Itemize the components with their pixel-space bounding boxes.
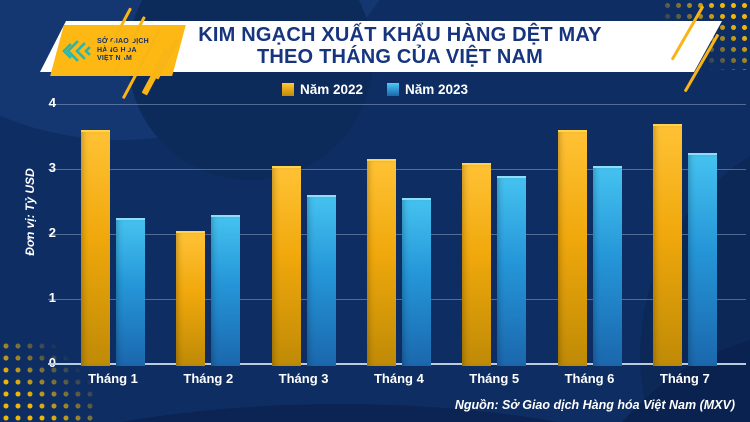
bar-năm-2023-thang-4 <box>401 198 431 366</box>
bar-năm-2023-thang-6 <box>592 165 622 366</box>
legend-swatch-2022 <box>281 83 294 96</box>
gridline <box>48 234 746 235</box>
bar-năm-2022-thang-3 <box>271 165 301 366</box>
legend-label-2022: Năm 2022 <box>299 82 363 97</box>
x-axis-label-thang-4: Tháng 4 <box>373 371 424 386</box>
bar-năm-2023-thang-1 <box>116 217 145 366</box>
legend-label-2023: Năm 2023 <box>405 82 469 97</box>
x-axis-label-thang-7: Tháng 7 <box>659 371 710 386</box>
logo-line-3: VIỆT NAM <box>97 55 133 63</box>
y-axis-tick-label: 4 <box>48 95 56 110</box>
legend: Năm 2022 Năm 2023 <box>0 82 750 97</box>
logo-line-2: HÀNG HÓA <box>97 46 137 54</box>
bar-năm-2022-thang-4 <box>366 159 396 366</box>
y-axis-title: Đơn vị: Tỷ USD <box>23 168 37 256</box>
mxv-logo-text: SỞ GIAO DỊCH HÀNG HÓA VIỆT NAM <box>97 38 149 64</box>
bar-năm-2023-thang-7 <box>687 152 717 366</box>
legend-item-2022: Năm 2022 <box>281 82 363 97</box>
gridline <box>48 299 746 300</box>
y-axis-tick-label: 1 <box>48 290 56 305</box>
bar-năm-2022-thang-1 <box>81 130 110 366</box>
bar-năm-2022-thang-7 <box>652 123 682 366</box>
mxv-logo: SỞ GIAO DỊCH HÀNG HÓA VIỆT NAM <box>60 29 176 73</box>
page-title: KIM NGẠCH XUẤT KHẨU HÀNG DỆT MAY THEO TH… <box>85 24 715 68</box>
bar-năm-2022-thang-6 <box>557 130 587 366</box>
page-title-line-2: THEO THÁNG CỦA VIỆT NAM <box>256 46 544 68</box>
bar-năm-2022-thang-2 <box>176 230 206 366</box>
bar-năm-2023-thang-2 <box>211 214 241 366</box>
page-title-line-1: KIM NGẠCH XUẤT KHẨU HÀNG DỆT MAY <box>198 24 602 46</box>
x-axis-line <box>48 363 746 365</box>
bar-năm-2022-thang-5 <box>462 162 492 366</box>
bar-năm-2023-thang-5 <box>497 175 527 366</box>
y-axis-tick-label: 3 <box>48 160 56 175</box>
x-axis-label-thang-5: Tháng 5 <box>469 371 520 386</box>
x-axis-label-thang-2: Tháng 2 <box>183 371 234 386</box>
legend-swatch-2023 <box>387 83 399 96</box>
source-credit: Nguồn: Sở Giao dịch Hàng hóa Việt Nam (M… <box>454 398 735 412</box>
x-axis-label-thang-6: Tháng 6 <box>564 371 615 386</box>
y-axis-tick-label: 0 <box>10 355 56 370</box>
y-axis-tick-label: 2 <box>48 225 56 240</box>
bar-năm-2023-thang-3 <box>306 195 336 366</box>
gridline <box>48 169 746 170</box>
legend-item-2023: Năm 2023 <box>387 82 468 97</box>
mxv-logomark-icon <box>62 40 91 62</box>
logo-line-1: SỞ GIAO DỊCH <box>97 38 149 46</box>
x-axis-label-thang-1: Tháng 1 <box>88 371 138 386</box>
gridline <box>48 104 746 105</box>
x-axis-label-thang-3: Tháng 3 <box>278 371 329 386</box>
